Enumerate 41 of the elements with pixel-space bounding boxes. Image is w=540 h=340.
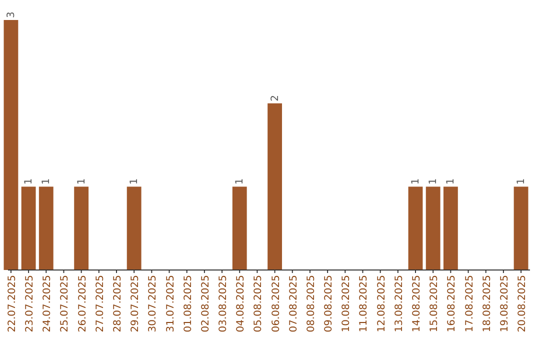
x-tick-label: 16.08.2025 bbox=[446, 275, 458, 332]
x-tick-label: 20.08.2025 bbox=[517, 275, 528, 332]
data-label: 1 bbox=[446, 178, 457, 185]
x-tick-label: 29.07.2025 bbox=[130, 275, 142, 332]
x-tick-label: 13.08.2025 bbox=[394, 275, 405, 332]
x-tick-label: 03.08.2025 bbox=[218, 275, 230, 332]
x-tick-label: 02.08.2025 bbox=[200, 275, 212, 332]
data-label: 1 bbox=[410, 178, 422, 185]
x-tick-label: 25.07.2025 bbox=[60, 275, 71, 332]
x-tick-label: 08.08.2025 bbox=[306, 275, 317, 332]
data-label: 3 bbox=[6, 12, 17, 18]
data-label: 1 bbox=[41, 178, 52, 185]
data-label: 1 bbox=[516, 178, 528, 185]
x-tick-label: 10.08.2025 bbox=[341, 275, 352, 332]
data-label: 1 bbox=[234, 178, 246, 185]
x-tick-label: 07.08.2025 bbox=[288, 275, 300, 332]
x-tick-label: 05.08.2025 bbox=[253, 275, 264, 332]
x-tick-label: 23.07.2025 bbox=[24, 275, 36, 332]
x-tick-label: 24.07.2025 bbox=[42, 275, 54, 332]
x-tick-label: 31.07.2025 bbox=[165, 275, 176, 332]
x-tick-label: 30.07.2025 bbox=[148, 275, 159, 332]
x-tick-label: 11.08.2025 bbox=[358, 275, 370, 332]
x-tick-label: 06.08.2025 bbox=[270, 275, 282, 332]
x-tick-label: 19.08.2025 bbox=[499, 275, 510, 332]
x-tick-label: 01.08.2025 bbox=[182, 275, 194, 332]
data-label: 1 bbox=[76, 178, 88, 185]
x-tick-label: 26.07.2025 bbox=[77, 275, 88, 332]
x-tick-label: 12.08.2025 bbox=[376, 275, 388, 332]
x-tick-label: 15.08.2025 bbox=[429, 275, 440, 332]
x-tick-label: 27.07.2025 bbox=[94, 275, 106, 332]
x-tick-label: 28.07.2025 bbox=[112, 275, 124, 332]
x-tick-label: 18.08.2025 bbox=[482, 275, 493, 332]
x-tick-label: 14.08.2025 bbox=[412, 275, 422, 332]
data-label: 1 bbox=[24, 178, 35, 185]
x-tick-label: 09.08.2025 bbox=[324, 275, 335, 332]
x-tick-label: 22.07.2025 bbox=[6, 275, 18, 332]
data-label: 1 bbox=[428, 178, 440, 185]
x-tick-label: 17.08.2025 bbox=[464, 275, 476, 332]
x-tick-label: 04.08.2025 bbox=[236, 275, 247, 332]
data-label: 1 bbox=[129, 178, 140, 185]
data-label: 2 bbox=[270, 94, 281, 102]
